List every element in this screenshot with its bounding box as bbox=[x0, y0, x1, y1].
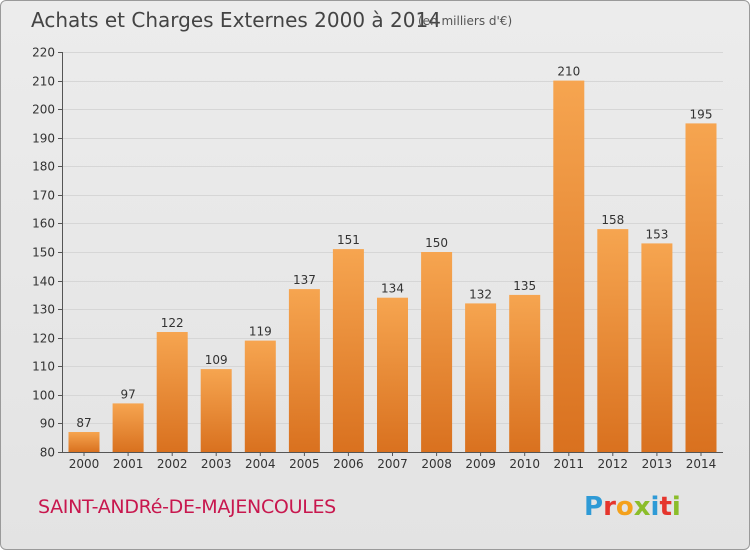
data-label-2009: 132 bbox=[469, 287, 492, 301]
bar-2014 bbox=[685, 123, 717, 453]
bar-2006 bbox=[332, 249, 364, 452]
y-tick-label: 190 bbox=[32, 132, 55, 146]
x-tick-label: 2011 bbox=[554, 457, 585, 471]
x-tick-label: 2010 bbox=[509, 457, 540, 471]
data-label-2013: 153 bbox=[645, 227, 668, 241]
proxiti-logo: Proxiti bbox=[584, 492, 681, 522]
data-label-2011: 210 bbox=[557, 65, 580, 79]
data-label-2002: 122 bbox=[161, 316, 184, 330]
bar-2004 bbox=[244, 340, 276, 452]
x-tick-label: 2007 bbox=[377, 457, 408, 471]
data-labels: 87 97 122 109 119 137 151 134 150 132 135 210 158 153… bbox=[76, 65, 712, 430]
chart-title: Achats et Charges Externes 2000 à 2014 bbox=[31, 8, 441, 32]
logo-letter: t bbox=[659, 492, 672, 522]
data-label-2012: 158 bbox=[601, 213, 624, 227]
x-tick-label: 2008 bbox=[421, 457, 452, 471]
axes bbox=[62, 52, 723, 453]
logo-letter: P bbox=[584, 492, 604, 522]
logo-letter: i bbox=[650, 492, 660, 522]
logo-letter: o bbox=[615, 492, 634, 522]
x-tick-label: 2012 bbox=[598, 457, 629, 471]
y-tick-label: 160 bbox=[32, 217, 55, 231]
x-tick-label: 2004 bbox=[245, 457, 276, 471]
y-tick-label: 140 bbox=[32, 275, 55, 289]
y-tick-label: 110 bbox=[32, 360, 55, 374]
x-tick-label: 2014 bbox=[686, 457, 717, 471]
bar-2008 bbox=[421, 252, 453, 452]
y-tick-label: 130 bbox=[32, 303, 55, 317]
data-label-2008: 150 bbox=[425, 236, 448, 250]
data-label-2001: 97 bbox=[120, 387, 135, 401]
x-tick-label: 2002 bbox=[157, 457, 188, 471]
x-tick-label: 2006 bbox=[333, 457, 364, 471]
y-tick-label: 170 bbox=[32, 189, 55, 203]
data-label-2000: 87 bbox=[76, 416, 91, 430]
bar-2013 bbox=[641, 243, 673, 452]
data-label-2005: 137 bbox=[293, 273, 316, 287]
y-tick-label: 180 bbox=[32, 160, 55, 174]
bar-2011 bbox=[553, 80, 585, 452]
x-axis-ticks: 2000 2001 2002 2003 2004 2005 2006 2007 2008 2009… bbox=[69, 452, 717, 471]
x-tick-label: 2003 bbox=[201, 457, 232, 471]
bar-2000 bbox=[68, 432, 100, 452]
bars bbox=[68, 80, 717, 453]
data-label-2010: 135 bbox=[513, 279, 536, 293]
place-name: SAINT-ANDRé-DE-MAJENCOULES bbox=[38, 496, 336, 518]
y-axis-ticks: 80 90 100 110 120 130 140 150 160 170 180 190 200 210… bbox=[32, 46, 62, 460]
y-tick-label: 200 bbox=[32, 103, 55, 117]
y-tick-label: 210 bbox=[32, 75, 55, 89]
y-tick-label: 220 bbox=[32, 46, 55, 60]
x-tick-label: 2013 bbox=[642, 457, 673, 471]
bar-2002 bbox=[156, 332, 188, 452]
x-tick-label: 2009 bbox=[465, 457, 496, 471]
x-tick-label: 2001 bbox=[113, 457, 144, 471]
bar-2009 bbox=[465, 303, 497, 452]
bar-2012 bbox=[597, 229, 629, 452]
y-tick-label: 150 bbox=[32, 246, 55, 260]
chart-subtitle: (en milliers d'€) bbox=[418, 14, 513, 28]
data-label-2003: 109 bbox=[205, 353, 228, 367]
data-label-2006: 151 bbox=[337, 233, 360, 247]
bar-2010 bbox=[509, 294, 541, 452]
y-tick-label: 80 bbox=[40, 446, 55, 460]
y-tick-label: 120 bbox=[32, 332, 55, 346]
data-label-2004: 119 bbox=[249, 325, 272, 339]
x-tick-label: 2005 bbox=[289, 457, 320, 471]
bar-2005 bbox=[288, 289, 320, 452]
logo-letter: x bbox=[633, 492, 651, 522]
bar-2003 bbox=[200, 369, 232, 452]
logo-letter: i bbox=[671, 492, 681, 522]
logo-letter: r bbox=[603, 492, 616, 522]
y-tick-label: 90 bbox=[40, 417, 55, 431]
y-tick-label: 100 bbox=[32, 389, 55, 403]
data-label-2014: 195 bbox=[690, 107, 713, 121]
data-label-2007: 134 bbox=[381, 282, 404, 296]
bar-2007 bbox=[377, 297, 408, 452]
bar-2001 bbox=[112, 403, 144, 452]
x-tick-label: 2000 bbox=[69, 457, 100, 471]
